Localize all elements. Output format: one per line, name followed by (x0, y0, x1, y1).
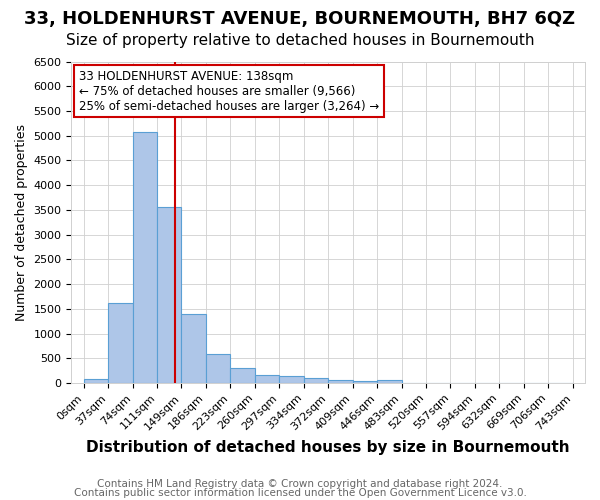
Bar (304, 378, 328, 383)
Y-axis label: Number of detached properties: Number of detached properties (15, 124, 28, 320)
Bar (230, 368, 255, 383)
Bar (133, 132, 157, 383)
X-axis label: Distribution of detached houses by size in Bournemouth: Distribution of detached houses by size … (86, 440, 570, 455)
Text: Contains HM Land Registry data © Crown copyright and database right 2024.: Contains HM Land Registry data © Crown c… (97, 479, 503, 489)
Bar (108, 303, 133, 383)
Bar (206, 354, 230, 383)
Text: Contains public sector information licensed under the Open Government Licence v3: Contains public sector information licen… (74, 488, 526, 498)
Bar (181, 314, 206, 383)
Text: Size of property relative to detached houses in Bournemouth: Size of property relative to detached ho… (66, 32, 534, 48)
Bar (83, 380, 108, 383)
Text: 33, HOLDENHURST AVENUE, BOURNEMOUTH, BH7 6QZ: 33, HOLDENHURST AVENUE, BOURNEMOUTH, BH7… (25, 10, 575, 28)
Text: 33 HOLDENHURST AVENUE: 138sqm
← 75% of detached houses are smaller (9,566)
25% o: 33 HOLDENHURST AVENUE: 138sqm ← 75% of d… (79, 70, 379, 112)
Bar (157, 207, 181, 383)
Bar (353, 382, 377, 383)
Bar (377, 380, 401, 383)
Bar (255, 376, 279, 383)
Bar (279, 376, 304, 383)
Bar (328, 380, 353, 383)
